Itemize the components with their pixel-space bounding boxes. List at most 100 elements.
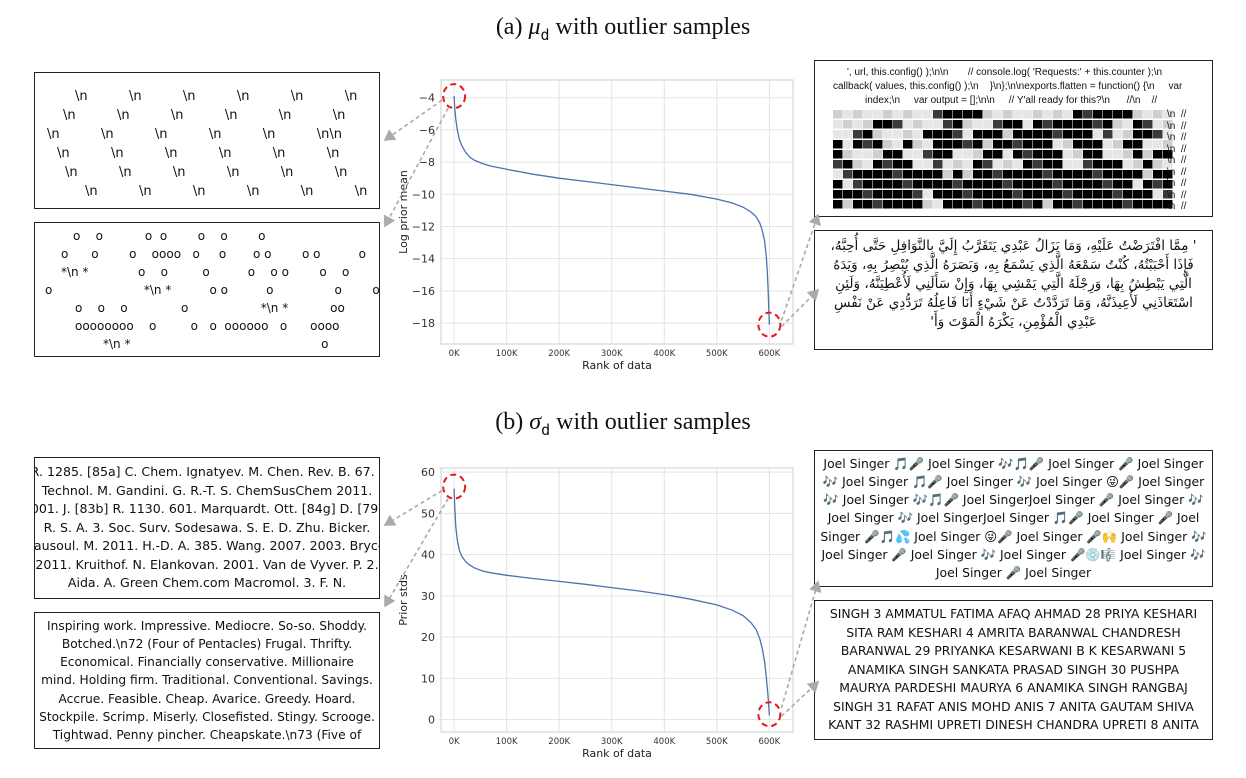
x-axis-label: Rank of data (582, 747, 652, 760)
glyph-block (1123, 200, 1133, 209)
references-sample-box: . R. 1285. [85a] C. Chem. Ignatyev. M. C… (34, 457, 380, 599)
y-tick-label: 60 (421, 466, 435, 479)
glyph-block (1163, 200, 1173, 209)
side-newline-mark: \n // (1167, 132, 1187, 143)
glyph-block (1013, 170, 1023, 179)
x-tick-label: 600K (758, 737, 780, 747)
side-newline-mark: \n // (1167, 178, 1187, 189)
glyph-block (883, 130, 893, 139)
glyph-block (843, 170, 853, 179)
glyph-block (1073, 140, 1083, 149)
side-newline-mark: \n // (1167, 201, 1187, 212)
glyph-block (933, 190, 943, 199)
glyph-block (903, 180, 913, 189)
names-line: ANAMIKA SINGH SANKATA PRASAD SINGH 30 PU… (847, 661, 1180, 677)
glyph-block (1153, 180, 1163, 189)
glyph-block (953, 140, 963, 149)
glyph-block (933, 150, 943, 159)
glyph-block (903, 200, 913, 209)
singer-line: 🎶 Joel Singer 🎶🎵🎤 Joel SingerJoel Singer… (823, 492, 1204, 508)
glyph-block (983, 120, 993, 129)
glyph-block (1033, 190, 1043, 199)
glyph-block (923, 150, 933, 159)
glyph-block (963, 200, 973, 209)
words-line: Stockpile. Scrimp. Miserly. Closefisted.… (39, 709, 375, 724)
glyph-block (923, 190, 933, 199)
y-tick-label: −6 (419, 124, 435, 137)
glyph-block (1083, 110, 1093, 119)
connector-line (383, 99, 443, 141)
glyph-block (1103, 110, 1113, 119)
glyph-block (973, 110, 983, 119)
glyph-block (953, 120, 963, 129)
glyph-block (903, 170, 913, 179)
glyph-block (983, 190, 993, 199)
glyph-block (1023, 180, 1033, 189)
x-tick-label: 100K (496, 737, 518, 747)
glyph-block (973, 130, 983, 139)
glyph-block (973, 160, 983, 169)
outlier-marker (757, 311, 782, 338)
series-line (453, 96, 771, 325)
glyph-block (1063, 150, 1073, 159)
x-tick-label: 100K (496, 349, 518, 359)
glyph-block (893, 120, 903, 129)
glyph-block (993, 190, 1003, 199)
glyph-block (883, 180, 893, 189)
glyph-block (1063, 200, 1073, 209)
glyph-block (953, 170, 963, 179)
glyph-block (923, 180, 933, 189)
glyph-block (1153, 150, 1163, 159)
glyph-block (1023, 200, 1033, 209)
glyph-block (973, 180, 983, 189)
glyph-block (993, 170, 1003, 179)
glyph-block (953, 110, 963, 119)
glyph-block (873, 160, 883, 169)
glyph-block (853, 200, 863, 209)
glyph-block (1073, 190, 1083, 199)
glyph-block (923, 200, 933, 209)
glyph-block (1053, 200, 1063, 209)
glyph-block (1003, 160, 1013, 169)
panel-a-title-symbol: μ (528, 14, 541, 40)
glyph-block (1083, 160, 1093, 169)
glyph-block (913, 110, 923, 119)
side-newline-mark: \n // (1167, 155, 1187, 166)
glyph-block (1083, 120, 1093, 129)
newline-row: \n \n \n \n \n \n \n (75, 89, 380, 104)
log-prior-mean-chart: 0K 100K 200K 300K 400K 500K 600K −18 −16 −14 −12 −1… (397, 79, 794, 372)
glyph-block (1113, 200, 1123, 209)
glyph-block (933, 170, 943, 179)
glyph-block (893, 110, 903, 119)
glyph-block (1123, 160, 1133, 169)
y-tick-label: −8 (419, 156, 435, 169)
glyph-block (1003, 200, 1013, 209)
y-tick-label: 10 (421, 672, 435, 685)
glyph-block (853, 190, 863, 199)
glyph-block (1043, 140, 1053, 149)
glyph-block (1153, 140, 1163, 149)
glyph-block (1083, 170, 1093, 179)
x-tick-label: 300K (601, 349, 623, 359)
glyph-block (1153, 200, 1163, 209)
glyph-block (993, 110, 1003, 119)
panel-b-title-prefix: (b) (495, 409, 530, 435)
glyph-block (1063, 190, 1073, 199)
glyph-block (943, 110, 953, 119)
glyph-block (973, 120, 983, 129)
glyph-block (863, 180, 873, 189)
glyph-block (1013, 200, 1023, 209)
panel-a-title-sub: d (540, 25, 550, 44)
glyph-block (993, 120, 1003, 129)
glyph-block (983, 160, 993, 169)
names-line: SINGH 3 AMMATUL FATIMA AFAQ AHMAD 28 PRI… (829, 605, 1198, 621)
y-tick-label: −10 (412, 188, 435, 201)
glyph-block (1153, 190, 1163, 199)
glyph-block (1103, 160, 1113, 169)
x-tick-label: 400K (653, 349, 675, 359)
glyph-block (963, 170, 973, 179)
glyph-block (833, 130, 843, 139)
glyph-block (873, 140, 883, 149)
glyph-block (1123, 110, 1133, 119)
glyph-block (1163, 130, 1173, 139)
